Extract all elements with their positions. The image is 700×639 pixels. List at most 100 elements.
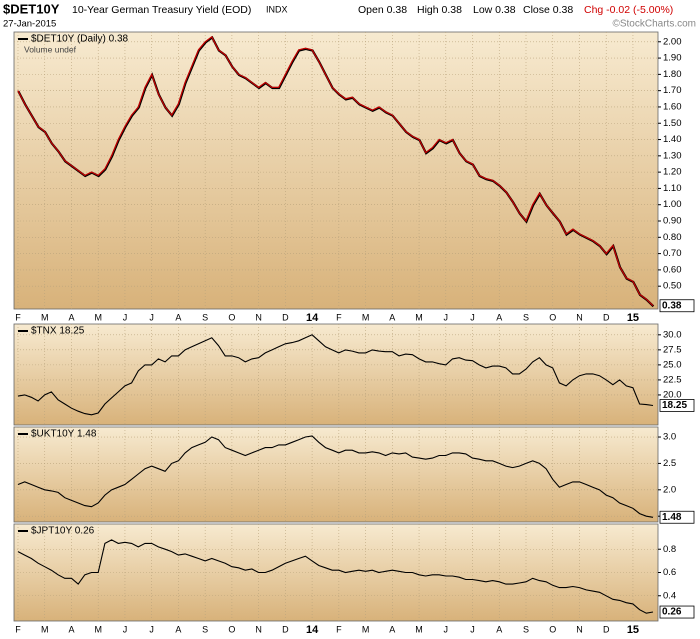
x-tick-label: J bbox=[444, 624, 449, 634]
exchange: INDX bbox=[266, 4, 288, 14]
y-tick-label: 2.5 bbox=[663, 458, 676, 469]
x-tick-label: J bbox=[149, 624, 154, 634]
x-tick-label: N bbox=[576, 312, 583, 322]
x-tick-label: J bbox=[123, 312, 128, 322]
x-tick-label: M bbox=[362, 624, 370, 634]
x-tick-label: M bbox=[41, 624, 49, 634]
last-value-box bbox=[659, 510, 695, 524]
y-tick-label: 1.40 bbox=[663, 134, 682, 145]
y-tick-label: 1.30 bbox=[663, 150, 682, 161]
y-tick-label: 1.00 bbox=[663, 199, 682, 210]
x-tick-label: A bbox=[496, 624, 502, 634]
legend-label: $JPT10Y 0.26 bbox=[31, 526, 95, 537]
y-tick-label: 0.70 bbox=[663, 248, 682, 259]
last-value-box bbox=[659, 605, 695, 619]
x-tick-label: N bbox=[576, 624, 583, 634]
x-tick-label: S bbox=[202, 624, 208, 634]
legend-label: $TNX 18.25 bbox=[31, 326, 85, 337]
low: Low 0.38 bbox=[473, 4, 516, 16]
high: High 0.38 bbox=[417, 4, 462, 16]
close: Close 0.38 bbox=[523, 4, 573, 16]
x-tick-label: A bbox=[175, 312, 181, 322]
y-tick-label: 1.10 bbox=[663, 183, 682, 194]
panel-background bbox=[13, 31, 659, 310]
x-tick-label: D bbox=[603, 312, 610, 322]
x-tick-label: F bbox=[336, 312, 342, 322]
x-tick-label: M bbox=[41, 312, 49, 322]
x-tick-label: S bbox=[523, 312, 529, 322]
x-tick-label: A bbox=[496, 312, 502, 322]
date: 27-Jan-2015 bbox=[3, 19, 56, 30]
x-tick-label: F bbox=[15, 624, 21, 634]
x-tick-label: M bbox=[94, 624, 102, 634]
y-tick-label: 1.70 bbox=[663, 85, 682, 96]
last-value-label: 1.48 bbox=[662, 512, 682, 523]
change: Chg -0.02 (-5.00%) bbox=[584, 4, 673, 16]
y-tick-label: 22.5 bbox=[663, 374, 682, 385]
x-tick-label: D bbox=[603, 624, 610, 634]
subtitle: 10-Year German Treasury Yield (EOD) bbox=[72, 4, 251, 16]
x-tick-label: F bbox=[15, 312, 21, 322]
x-tick-label: N bbox=[255, 624, 262, 634]
x-tick-label: N bbox=[255, 312, 262, 322]
x-tick-label: J bbox=[123, 624, 128, 634]
x-tick-label: A bbox=[175, 624, 181, 634]
legend-label: $UKT10Y 1.48 bbox=[31, 429, 97, 440]
y-tick-label: 0.60 bbox=[663, 264, 682, 275]
line bbox=[17, 35, 654, 307]
y-tick-label: 20.0 bbox=[663, 389, 682, 400]
line bbox=[17, 334, 654, 416]
x-tick-label: 15 bbox=[627, 312, 639, 324]
symbol: $DET10Y bbox=[3, 1, 60, 16]
legend-label: $DET10Y (Daily) 0.38 bbox=[31, 34, 129, 45]
y-tick-label: 2.0 bbox=[663, 484, 676, 495]
x-tick-label: 15 bbox=[627, 624, 639, 636]
y-tick-label: 3.0 bbox=[663, 432, 676, 443]
x-tick-label: D bbox=[282, 624, 289, 634]
last-value-label: 0.26 bbox=[662, 607, 682, 618]
x-tick-label: J bbox=[444, 312, 449, 322]
x-tick-label: J bbox=[149, 312, 154, 322]
x-tick-label: J bbox=[470, 624, 475, 634]
x-tick-label: A bbox=[389, 312, 395, 322]
x-tick-label: M bbox=[362, 312, 370, 322]
credit: ©StockCharts.com bbox=[612, 19, 696, 30]
y-tick-label: 1.20 bbox=[663, 167, 682, 178]
x-tick-label: M bbox=[94, 312, 102, 322]
y-tick-label: 0.6 bbox=[663, 567, 676, 578]
x-tick-label: O bbox=[228, 624, 235, 634]
panel-background bbox=[13, 426, 659, 523]
x-tick-label: A bbox=[68, 312, 74, 322]
line bbox=[17, 435, 654, 518]
x-tick-label: F bbox=[336, 624, 342, 634]
x-tick-label: S bbox=[202, 312, 208, 322]
y-tick-label: 1.60 bbox=[663, 101, 682, 112]
x-tick-label: S bbox=[523, 624, 529, 634]
annotation: Volume undef bbox=[24, 44, 77, 54]
open: Open 0.38 bbox=[358, 4, 407, 16]
x-tick-label: A bbox=[68, 624, 74, 634]
y-tick-label: 25.0 bbox=[663, 359, 682, 370]
y-tick-label: 1.80 bbox=[663, 69, 682, 80]
x-tick-label: O bbox=[549, 624, 556, 634]
last-value-label: 18.25 bbox=[662, 400, 687, 411]
x-tick-label: M bbox=[415, 624, 423, 634]
y-tick-label: 0.90 bbox=[663, 216, 682, 227]
last-value-box bbox=[659, 399, 695, 412]
y-tick-label: 0.4 bbox=[663, 590, 676, 601]
panel-background bbox=[13, 323, 659, 426]
y-tick-label: 0.80 bbox=[663, 232, 682, 243]
y-tick-label: 1.90 bbox=[663, 53, 682, 64]
x-tick-label: D bbox=[282, 312, 289, 322]
line bbox=[17, 539, 654, 614]
x-tick-label: 14 bbox=[306, 624, 319, 636]
last-value-label: 0.38 bbox=[662, 300, 682, 311]
last-value-box bbox=[659, 299, 695, 313]
x-tick-label: A bbox=[389, 624, 395, 634]
y-tick-label: 1.50 bbox=[663, 118, 682, 129]
y-tick-label: 27.5 bbox=[663, 344, 682, 355]
x-tick-label: J bbox=[470, 312, 475, 322]
y-tick-label: 2.00 bbox=[663, 36, 682, 47]
x-tick-label: M bbox=[415, 312, 423, 322]
